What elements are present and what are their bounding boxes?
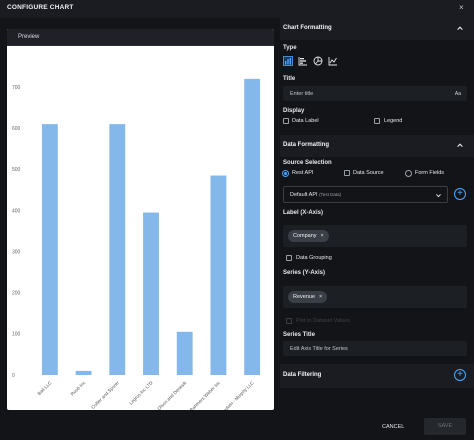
x-tick-label: Bait LLC: [37, 380, 53, 396]
bar-chart-icon[interactable]: [283, 56, 293, 66]
bar: [143, 212, 159, 375]
data-source-checkbox[interactable]: [344, 170, 350, 176]
legend-text: Legend: [384, 118, 403, 124]
source-selection-label: Source Selection: [283, 160, 332, 166]
y-tick-label: 500: [12, 167, 21, 173]
company-chip[interactable]: Company ×: [288, 230, 329, 242]
api-select[interactable]: Default API (Test Data): [283, 186, 448, 203]
data-formatting-title: Data Formatting: [283, 142, 330, 148]
data-source-text: Data Source: [353, 170, 384, 176]
y-tick-label: 700: [12, 85, 21, 91]
chevron-down-icon: [436, 194, 441, 198]
form-fields-radio[interactable]: [405, 170, 412, 177]
chart-title-placeholder: Enter title: [290, 91, 314, 97]
rest-api-radio[interactable]: [282, 170, 289, 177]
cancel-button[interactable]: CANCEL: [382, 424, 405, 430]
dialog-header: CONFIGURE CHART ×: [0, 0, 474, 18]
series-title-label: Series Title: [283, 332, 315, 338]
save-button[interactable]: SAVE: [424, 418, 466, 435]
series-axis-field[interactable]: Revenue ×: [283, 286, 467, 308]
revenue-chip[interactable]: Revenue ×: [288, 291, 328, 303]
label-axis-label: Label (X-Axis): [283, 210, 324, 216]
bar: [109, 124, 126, 375]
y-tick-label: 300: [12, 249, 21, 255]
data-label-text: Data Label: [292, 118, 319, 124]
bar: [176, 331, 193, 375]
x-tick-label: Legros Inc LTD: [128, 380, 154, 406]
x-tick-label: Bahmers Weber Inc: [189, 380, 222, 410]
chart-title-input[interactable]: Enter title Aa: [283, 86, 467, 101]
series-axis-label: Series (Y-Axis): [283, 270, 326, 276]
data-grouping-text: Data Grouping: [296, 255, 332, 261]
type-label: Type: [283, 45, 297, 51]
data-label-checkbox[interactable]: [283, 118, 289, 124]
title-label: Title: [283, 76, 296, 82]
y-tick-label: 600: [12, 126, 21, 132]
chart-formatting-header[interactable]: Chart Formatting: [280, 18, 474, 40]
add-filter-button[interactable]: +: [454, 369, 466, 381]
chart-formatting-title: Chart Formatting: [283, 25, 332, 31]
pie-chart-icon[interactable]: [313, 56, 323, 66]
dialog-title: CONFIGURE CHART: [7, 4, 74, 11]
x-tick-label: Roob Inc: [70, 380, 87, 397]
legend-checkbox[interactable]: [374, 118, 380, 124]
horizontal-bar-icon[interactable]: [298, 56, 308, 66]
x-tick-label: Goodwin - Murphy LLC: [218, 380, 255, 410]
close-icon[interactable]: ×: [459, 3, 464, 12]
bar: [41, 124, 58, 375]
data-filtering-title: Data Filtering: [283, 372, 322, 378]
x-tick-label: Collier and Sporer: [90, 380, 120, 410]
bar: [244, 78, 261, 376]
preview-header: Preview: [7, 29, 274, 46]
data-filtering-header[interactable]: Data Filtering +: [280, 364, 474, 388]
plot-dataset-checkbox[interactable]: [286, 318, 292, 324]
preview-card: Preview 0 100 200 300 400 500 600 700 Bait LLC Ro…: [7, 29, 274, 410]
chevron-up-icon[interactable]: [456, 24, 464, 32]
bar-chart: 0 100 200 300 400 500 600 700 Bait LLC Roob Inc Co…: [12, 78, 261, 410]
y-tick-label: 400: [12, 208, 21, 214]
series-title-placeholder: Edit Axis Title for Series: [290, 346, 348, 352]
text-format-icon[interactable]: Aa: [454, 91, 461, 97]
display-label: Display: [283, 108, 305, 114]
preview-title: Preview: [18, 34, 40, 40]
data-grouping-checkbox[interactable]: [286, 255, 292, 261]
y-tick-label: 100: [12, 332, 21, 338]
label-axis-field[interactable]: Company ×: [283, 225, 467, 247]
line-chart-icon[interactable]: [328, 56, 338, 66]
plot-dataset-text: Plot to Dataset Values: [296, 318, 351, 324]
chip-remove-icon[interactable]: ×: [320, 233, 324, 239]
chevron-up-icon[interactable]: [456, 141, 464, 149]
settings-panel: Chart Formatting Type Title Enter title …: [280, 18, 474, 414]
add-api-button[interactable]: +: [454, 188, 466, 200]
bar: [75, 370, 92, 375]
data-formatting-header[interactable]: Data Formatting: [280, 135, 474, 157]
form-fields-text: Form Fields: [415, 170, 445, 176]
api-select-value: Default API (Test Data): [290, 192, 342, 198]
series-title-input[interactable]: Edit Axis Title for Series: [283, 341, 467, 356]
rest-api-text: Rest API: [292, 170, 314, 176]
bar: [210, 175, 227, 375]
y-tick-label: 200: [12, 291, 21, 297]
y-tick-label: 0: [12, 373, 15, 379]
chip-remove-icon[interactable]: ×: [319, 294, 323, 300]
